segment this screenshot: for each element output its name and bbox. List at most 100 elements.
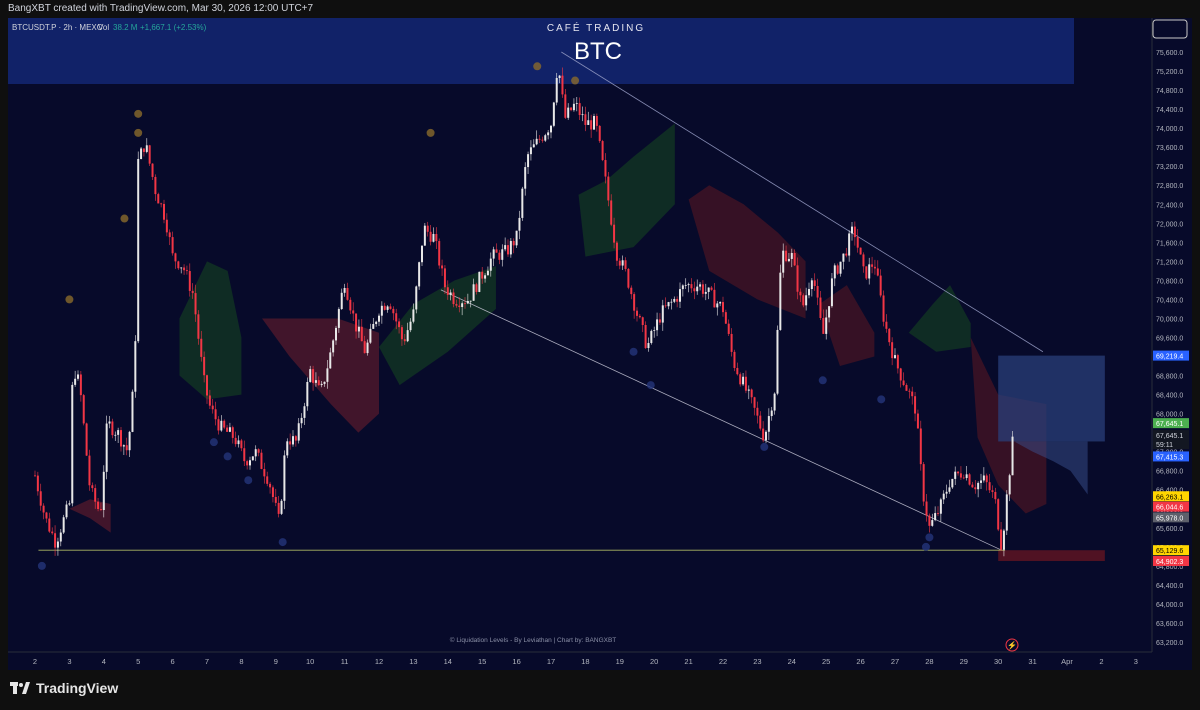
tradingview-logo[interactable]: TradingView	[10, 680, 118, 696]
candle-down	[968, 474, 971, 485]
candle-down	[819, 297, 822, 319]
candle-up	[484, 275, 487, 279]
candle-down	[88, 455, 91, 486]
candle-down	[203, 356, 206, 376]
candle-up	[790, 252, 793, 259]
candle-up	[65, 504, 68, 518]
candle-down	[45, 512, 48, 519]
price-tick: 72,400.0	[1156, 202, 1183, 209]
price-tick: 64,400.0	[1156, 583, 1183, 590]
price-axis[interactable]	[1152, 18, 1192, 670]
candle-up	[326, 368, 329, 382]
price-tick: 74,400.0	[1156, 107, 1183, 114]
candle-up	[765, 431, 767, 441]
candle-up	[71, 384, 74, 504]
candle-down	[899, 368, 902, 381]
price-tick: 63,200.0	[1156, 640, 1183, 647]
candle-up	[134, 341, 137, 392]
candle-down	[905, 385, 908, 391]
candle-up	[131, 391, 134, 432]
candle-down	[51, 531, 54, 534]
candle-down	[429, 231, 432, 242]
candle-down	[693, 288, 696, 292]
ichimoku-clouds	[69, 123, 1047, 533]
candle-up	[699, 284, 702, 287]
candle-down	[165, 219, 168, 233]
candle-up	[357, 326, 360, 332]
price-chart[interactable]: BTCUSDT.P · 2h · MEXC Vol 38.2 M +1,667.…	[8, 18, 1192, 670]
candle-up	[587, 120, 590, 125]
price-tick: 71,200.0	[1156, 259, 1183, 266]
candle-down	[862, 254, 865, 267]
time-tick: 24	[788, 657, 796, 666]
candle-up	[283, 455, 286, 501]
candle-up	[62, 517, 65, 533]
candle-up	[409, 321, 412, 331]
candle-down	[54, 533, 57, 548]
candle-up	[575, 103, 578, 104]
candle-down	[274, 496, 277, 503]
candle-up	[977, 482, 980, 490]
candle-up	[220, 420, 223, 431]
settings-box[interactable]	[1152, 19, 1188, 39]
candle-down	[914, 396, 917, 414]
time-tick: 27	[891, 657, 899, 666]
candle-down	[882, 295, 885, 322]
candle-down	[610, 200, 613, 225]
trendlines	[38, 51, 1044, 551]
candle-up	[782, 250, 785, 273]
candle-down	[148, 145, 151, 164]
candle-down	[312, 369, 315, 383]
candle-down	[796, 265, 799, 292]
candle-down	[971, 484, 974, 488]
candle-down	[876, 268, 879, 276]
time-tick: 25	[822, 657, 830, 666]
candle-down	[177, 261, 180, 269]
liquidation-dot	[921, 542, 930, 551]
candle-down	[604, 160, 607, 177]
price-tick: 71,600.0	[1156, 240, 1183, 247]
candle-down	[360, 326, 363, 342]
candle-up	[102, 471, 105, 511]
candle-down	[82, 395, 85, 424]
liquidation-dot	[244, 476, 253, 485]
chart-frame[interactable]: BTCUSDT.P · 2h · MEXC Vol 38.2 M +1,667.…	[8, 18, 1192, 670]
candle-up	[939, 499, 942, 514]
candle-up	[828, 306, 831, 318]
candle-down	[664, 305, 667, 307]
candle-down	[441, 265, 444, 269]
candle-down	[455, 304, 458, 306]
candle-down	[257, 449, 260, 453]
candle-up	[825, 317, 828, 334]
cloud-area	[262, 318, 379, 433]
price-tick: 68,000.0	[1156, 412, 1183, 419]
candle-down	[464, 303, 466, 305]
candle-up	[323, 381, 326, 384]
candle-down	[125, 445, 128, 451]
candle-down	[739, 374, 742, 385]
candle-up	[423, 225, 426, 246]
candle-down	[352, 310, 355, 314]
candle-up	[1008, 475, 1011, 495]
candle-down	[879, 275, 882, 296]
candle-down	[985, 475, 988, 483]
candle-down	[988, 482, 991, 491]
price-label-text: 67,645.1	[1156, 421, 1183, 428]
price-tick: 68,800.0	[1156, 374, 1183, 381]
candle-down	[200, 338, 203, 357]
price-label-badge	[1153, 350, 1189, 361]
candle-up	[747, 389, 750, 391]
time-tick: 14	[444, 657, 452, 666]
candle-down	[630, 287, 633, 295]
candle-down	[188, 271, 191, 291]
time-axis[interactable]	[8, 652, 1192, 670]
candle-down	[744, 376, 747, 391]
candle-up	[767, 416, 770, 432]
candle-up	[386, 306, 389, 310]
candle-up	[228, 427, 231, 432]
candle-down	[226, 427, 229, 432]
lightning-icon[interactable]	[1005, 638, 1019, 652]
candle-down	[240, 440, 243, 449]
price-label-text: 59:11	[1156, 442, 1173, 449]
candle-down	[214, 409, 217, 420]
